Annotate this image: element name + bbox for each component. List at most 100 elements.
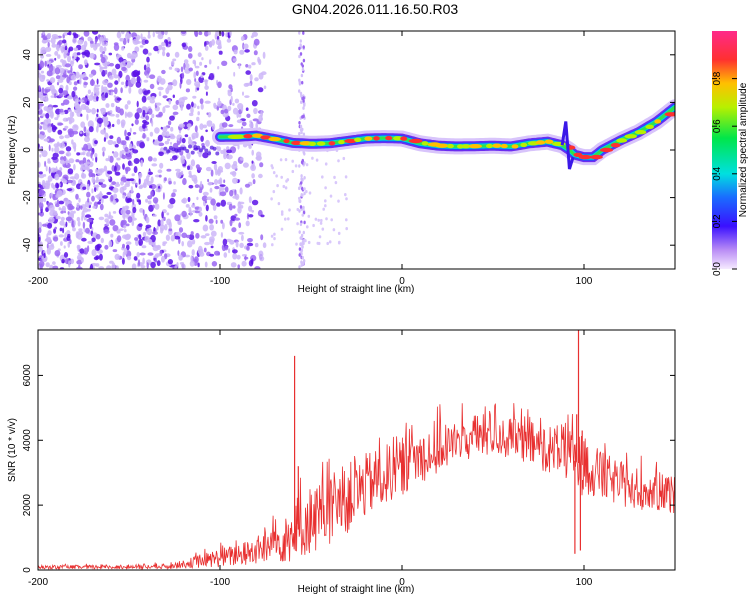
noise-dot [121,257,125,265]
noise-dot [86,183,90,191]
noise-dot [48,244,55,250]
noise-dot [226,149,233,154]
noise-dot [299,52,303,56]
noise-dot [232,58,237,62]
ridge-peak [544,139,554,144]
noise-dot [314,217,318,221]
noise-dot [222,238,228,246]
noise-dot [54,51,59,56]
noise-dot [126,52,132,59]
noise-dot [163,216,166,221]
noise-dot [50,192,53,198]
noise-dot [59,227,63,232]
noise-dot [172,189,177,193]
noise-dot [203,247,207,253]
noise-dot [107,82,113,88]
noise-dot [203,79,209,83]
noise-dot [154,259,158,263]
noise-dot [319,221,323,225]
noise-dot [209,224,215,231]
noise-dot [145,115,150,121]
noise-dot [201,195,208,202]
noise-dot [298,31,301,35]
noise-dot [209,253,215,257]
noise-dot [101,146,106,152]
noise-dot [232,177,238,184]
noise-dot [114,87,118,95]
noise-dot [190,150,195,155]
noise-dot [104,65,108,69]
noise-dot [168,66,173,70]
noise-dot [307,214,311,218]
noise-dot [242,143,248,148]
noise-dot [65,216,73,222]
noise-dot [196,145,201,150]
noise-dot [221,31,225,37]
noise-dot [40,196,44,204]
noise-dot [299,39,302,43]
noise-dot [120,87,123,94]
noise-dot [302,96,305,100]
noise-dot [41,255,48,263]
noise-dot [38,221,43,229]
noise-dot [146,137,150,142]
noise-dot [88,73,94,78]
noise-dot [299,242,303,246]
noise-dot [277,202,281,206]
noise-dot [96,108,99,113]
noise-dot [51,43,57,48]
noise-dot [311,156,314,160]
noise-dot [223,179,226,183]
noise-dot [181,42,187,48]
noise-dot [126,255,132,261]
noise-dot [236,119,243,124]
noise-dot [298,121,301,125]
noise-dot [169,197,176,205]
noise-dot [151,96,155,100]
noise-dot [205,91,208,96]
noise-dot [71,218,74,226]
noise-dot [118,57,124,63]
noise-dot [282,184,286,189]
noise-dot [57,54,61,59]
noise-dot [98,266,104,269]
noise-dot [244,95,250,98]
noise-dot [157,219,161,227]
noise-dot [160,227,164,234]
noise-dot [98,192,104,197]
noise-dot [54,67,61,75]
noise-dot [255,122,258,130]
noise-dot [298,230,301,234]
colorbar-tick-label: 0.6 [712,119,723,133]
noise-dot [302,261,305,266]
noise-dot [142,183,147,189]
noise-dot [227,105,232,112]
noise-dot [142,231,147,237]
noise-dot [229,189,234,197]
noise-dot [172,111,179,116]
noise-dot [241,234,244,242]
noise-dot [242,91,244,96]
noise-dot [245,82,252,86]
noise-dot [138,70,141,75]
ridge-peak [590,154,603,160]
noise-dot [121,46,125,51]
ridge-peak [328,141,336,146]
noise-dot [280,210,284,214]
noise-dot [308,191,312,195]
noise-dot [43,252,46,259]
noise-dot [74,101,79,109]
noise-dot [138,172,143,179]
noise-dot [210,245,214,249]
noise-dot [136,192,141,199]
noise-dot [57,129,63,135]
noise-dot [132,132,137,135]
noise-dot [136,107,143,114]
noise-dot [125,80,129,87]
noise-dot [243,43,249,50]
noise-dot [138,234,142,240]
noise-dot [214,179,218,185]
noise-dot [58,234,64,238]
noise-dot [116,157,121,161]
